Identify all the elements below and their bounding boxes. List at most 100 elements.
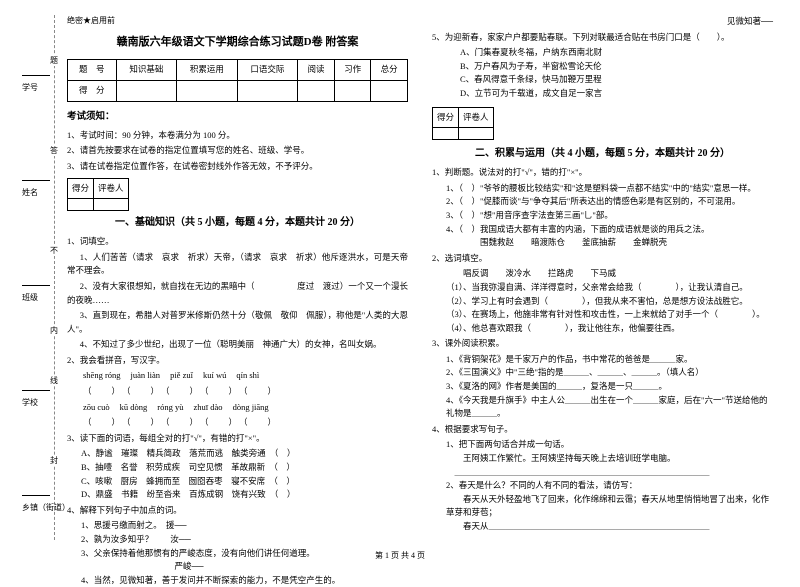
doc-title: 赣南版六年级语文下学期综合练习试题D卷 附答案 — [67, 34, 408, 52]
q1-line: 2、没有大家很想知，就自找在无边的黑暗中（ 度过 渡过）一个又一个漫长的夜晚…… — [67, 280, 408, 307]
r2-stem: 2、选词填空。 — [432, 252, 773, 266]
score-cell — [371, 80, 408, 101]
section1-title: 一、基础知识（共 5 小题，每题 4 分，本题共计 20 分） — [67, 215, 408, 231]
r2-row: （2）、学习上有时会遇到（ ），但我从来不害怕，总是想方设法战胜它。 — [446, 295, 773, 309]
r1-row: 围魏救赵 暗渡陈仓 釜底抽薪 金蝉脱壳 — [446, 236, 773, 250]
q3-row: C、咳嗽 厨房 蜂拥而至 囫囵吞枣 寝不安席 （ ） — [81, 475, 408, 489]
scorer-c2: 评卷人 — [94, 178, 129, 199]
score-h: 总分 — [371, 60, 408, 81]
r1-row: 1、（ ）"爷爷的腰板比较结实"和"这是塑料袋一点都不结实"中的"结实"意思一样… — [446, 182, 773, 196]
r3-row: 2、《三国演义》中"三绝"指的是＿＿＿、＿＿＿、＿＿＿。（填人名） — [446, 366, 773, 380]
section2-title: 二、积累与运用（共 4 小题，每题 5 分，本题共计 20 分） — [432, 146, 773, 162]
q4-row: 1、思援弓缴而射之。 援── — [81, 519, 408, 533]
r3-row: 4、《今天我是升旗手》中主人公＿＿＿出生在一个＿＿＿家庭，后在"六一"节送给他的… — [446, 394, 773, 421]
notice: 1、考试时间：90 分钟，本卷满分为 100 分。 — [67, 129, 408, 143]
bind-label: 乡镇（街道） — [22, 502, 70, 513]
right-column: 见微知著── 5、为迎新春，家家户户都要贴春联。下列对联最适合贴在书房门口是（ … — [420, 15, 785, 540]
score-cell — [116, 80, 177, 101]
r3-row: 1、《背铜架花》是千家万户的作品，书中常花的爸爸是＿＿＿家。 — [446, 353, 773, 367]
scorer-c2: 评卷人 — [459, 107, 494, 128]
score-h: 口语交际 — [237, 60, 298, 81]
pinyin-row: shēng róng juàn liàn piě zuǐ kuí wú qín … — [83, 369, 408, 383]
left-column: 绝密★启用前 赣南版六年级语文下学期综合练习试题D卷 附答案 题 号 知识基础 … — [55, 15, 420, 540]
r2-row: （4）、他总喜欢跟我（ ），我让他往东，他偏要往西。 — [446, 322, 773, 336]
pinyin-row: zōu cuò kū dòng róng yù zhuī dào dòng ji… — [83, 401, 408, 415]
side-char: 线 — [50, 375, 58, 386]
score-table: 题 号 知识基础 积累运用 口语交际 阅读 习作 总分 得 分 — [67, 59, 408, 101]
bind-label: 班级 — [22, 292, 38, 303]
bind-line — [22, 390, 50, 391]
q5-stem: 5、为迎新春，家家户户都要贴春联。下列对联最适合贴在书房门口是（ ）。 — [432, 31, 773, 45]
bind-line — [22, 285, 50, 286]
bind-label: 姓名 — [22, 187, 38, 198]
r4-row: 1、把下面两句话合并成一句话。 — [446, 438, 773, 452]
score-cell — [177, 80, 238, 101]
bind-line — [22, 495, 50, 496]
q1-line: 3、直到现在，希腊人对普罗米修斯仍然十分（敬佩 敬仰 佩服），称他是"人类的大恩… — [67, 309, 408, 336]
side-char: 题 — [50, 55, 58, 66]
right-header: 见微知著── — [432, 15, 773, 29]
bind-line — [22, 75, 50, 76]
r2-row: （3）、在赛场上，他施非常有针对性和攻击性，一上来就给了对手一个（ ）。 — [446, 308, 773, 322]
page-footer: 第 1 页 共 4 页 — [0, 550, 800, 561]
scorer-box: 得分 评卷人 — [432, 107, 494, 141]
q5-opt: D、立节可为千载道，成文自足一家言 — [460, 87, 773, 101]
q1-line: 4、不知过了多少世纪，出现了一位（聪明美丽 神通广大）的女神，名叫女娲。 — [67, 338, 408, 352]
paren-row: （ ） （ ） （ ） （ ） （ ） — [83, 385, 408, 399]
notice: 2、请首先按要求在试卷的指定位置填写您的姓名、班级、学号。 — [67, 144, 408, 158]
score-h: 题 号 — [68, 60, 117, 81]
r1-row: 4、（ ）我国成语大都有丰富的内涵，下面的成语就是谈的用兵之法。 — [446, 223, 773, 237]
notice: 3、请在试卷指定位置作答，在试卷密封线外作答无效，不予评分。 — [67, 160, 408, 174]
score-cell — [298, 80, 335, 101]
r1-stem: 1、判断题。说法对的打"√"，错的打"×"。 — [432, 166, 773, 180]
secret-label: 绝密★启用前 — [67, 15, 408, 28]
r4-row: 2、春天是什么？不同的人有不同的看法，请仿写： — [446, 479, 773, 493]
score-r2: 得 分 — [68, 80, 117, 101]
bind-line — [22, 180, 50, 181]
side-char: 封 — [50, 455, 58, 466]
side-char: 不 — [50, 245, 58, 256]
r3-stem: 3、课外阅读积累。 — [432, 337, 773, 351]
r4-row: 春天从天外轻盈地飞了回来，化作绵绵和云霭；春天从地里悄悄地冒了出来，化作草芽和芽… — [446, 493, 773, 520]
score-h: 阅读 — [298, 60, 335, 81]
r4-row: 王阿姨工作繁忙。王阿姨坚持每天晚上去培训班学电脑。 — [446, 452, 773, 466]
q4-row: 2、孰为汝多知乎？ 汝── — [81, 533, 408, 547]
r4-stem: 4、根据要求写句子。 — [432, 423, 773, 437]
score-h: 知识基础 — [116, 60, 177, 81]
score-cell — [334, 80, 371, 101]
side-char: 答 — [50, 145, 58, 156]
side-char: 内 — [50, 325, 58, 336]
paren-row: （ ） （ ） （ ） （ ） （ ） — [83, 416, 408, 430]
r2-words: 唱反调 泼冷水 拦路虎 下马威 — [446, 267, 773, 281]
q5-opt: C、春风得意千条绿，快马加鞭万里程 — [460, 73, 773, 87]
r3-row: 3、《夏洛的网》作者是美国的＿＿＿，复洛是一只＿＿＿。 — [446, 380, 773, 394]
q4-stem: 4、解释下列句子中加点的词。 — [67, 504, 408, 518]
bind-label: 学号 — [22, 82, 38, 93]
q3-row: B、抽噎 名誉 积劳成疾 司空见惯 革故鼎新 （ ） — [81, 461, 408, 475]
scorer-box: 得分 评卷人 — [67, 178, 129, 212]
q3-stem: 3、读下面的词语，每组全对的打"√"，有错的打"×"。 — [67, 432, 408, 446]
q1-line: 1、人们苦苦（请求 哀求 祈求）天帝，（请求 哀求 祈求）他斥逐洪水，可是天帝常… — [67, 251, 408, 278]
r1-row: 2、（ ）"促膝而谈"与"争夺其后"所表达出的情感色彩是有区别的，不可混用。 — [446, 195, 773, 209]
page-container: 乡镇（街道） 学校 班级 姓名 学号 封 线 内 不 答 题 绝密★启用前 赣南… — [0, 0, 800, 540]
q2-stem: 2、我会看拼音，写汉字。 — [67, 354, 408, 368]
q5-opt: B、万户春风为子寿，半窗松雪论天伦 — [460, 60, 773, 74]
notice-title: 考试须知： — [67, 110, 408, 125]
q4-row: 严峻── — [81, 560, 408, 574]
score-cell — [237, 80, 298, 101]
scorer-c1: 得分 — [433, 107, 459, 128]
r4-row: ＿＿＿＿＿＿＿＿＿＿＿＿＿＿＿＿＿＿＿＿＿＿＿＿＿＿＿＿＿＿ — [446, 466, 773, 480]
r2-row: （1）、当我弥漫自满、洋洋得意时，父亲常会给我（ ），让我认清自己。 — [446, 281, 773, 295]
binding-margin: 乡镇（街道） 学校 班级 姓名 学号 封 线 内 不 答 题 — [10, 15, 55, 540]
q3-row: D、鼎盛 书籍 纷至沓来 百炼成钢 饶有兴致 （ ） — [81, 488, 408, 502]
r4-row: 春天从＿＿＿＿＿＿＿＿＿＿＿＿＿＿＿＿＿＿＿＿＿＿＿＿＿＿ — [446, 520, 773, 534]
q5-opt: A、门集春夏秋冬福，户纳东西南北财 — [460, 46, 773, 60]
q1-stem: 1、词填空。 — [67, 235, 408, 249]
r1-row: 3、（ ）"想"用音序查字法查第三画"乚"部。 — [446, 209, 773, 223]
q4-row: 4、当然，见微知著，善于发问并不断探索的能力，不是凭空产生的。 — [81, 574, 408, 587]
bind-label: 学校 — [22, 397, 38, 408]
scorer-c1: 得分 — [68, 178, 94, 199]
score-h: 习作 — [334, 60, 371, 81]
score-h: 积累运用 — [177, 60, 238, 81]
q3-row: A、静谧 璀璨 精兵简政 落荒而逃 触类旁通 （ ） — [81, 447, 408, 461]
